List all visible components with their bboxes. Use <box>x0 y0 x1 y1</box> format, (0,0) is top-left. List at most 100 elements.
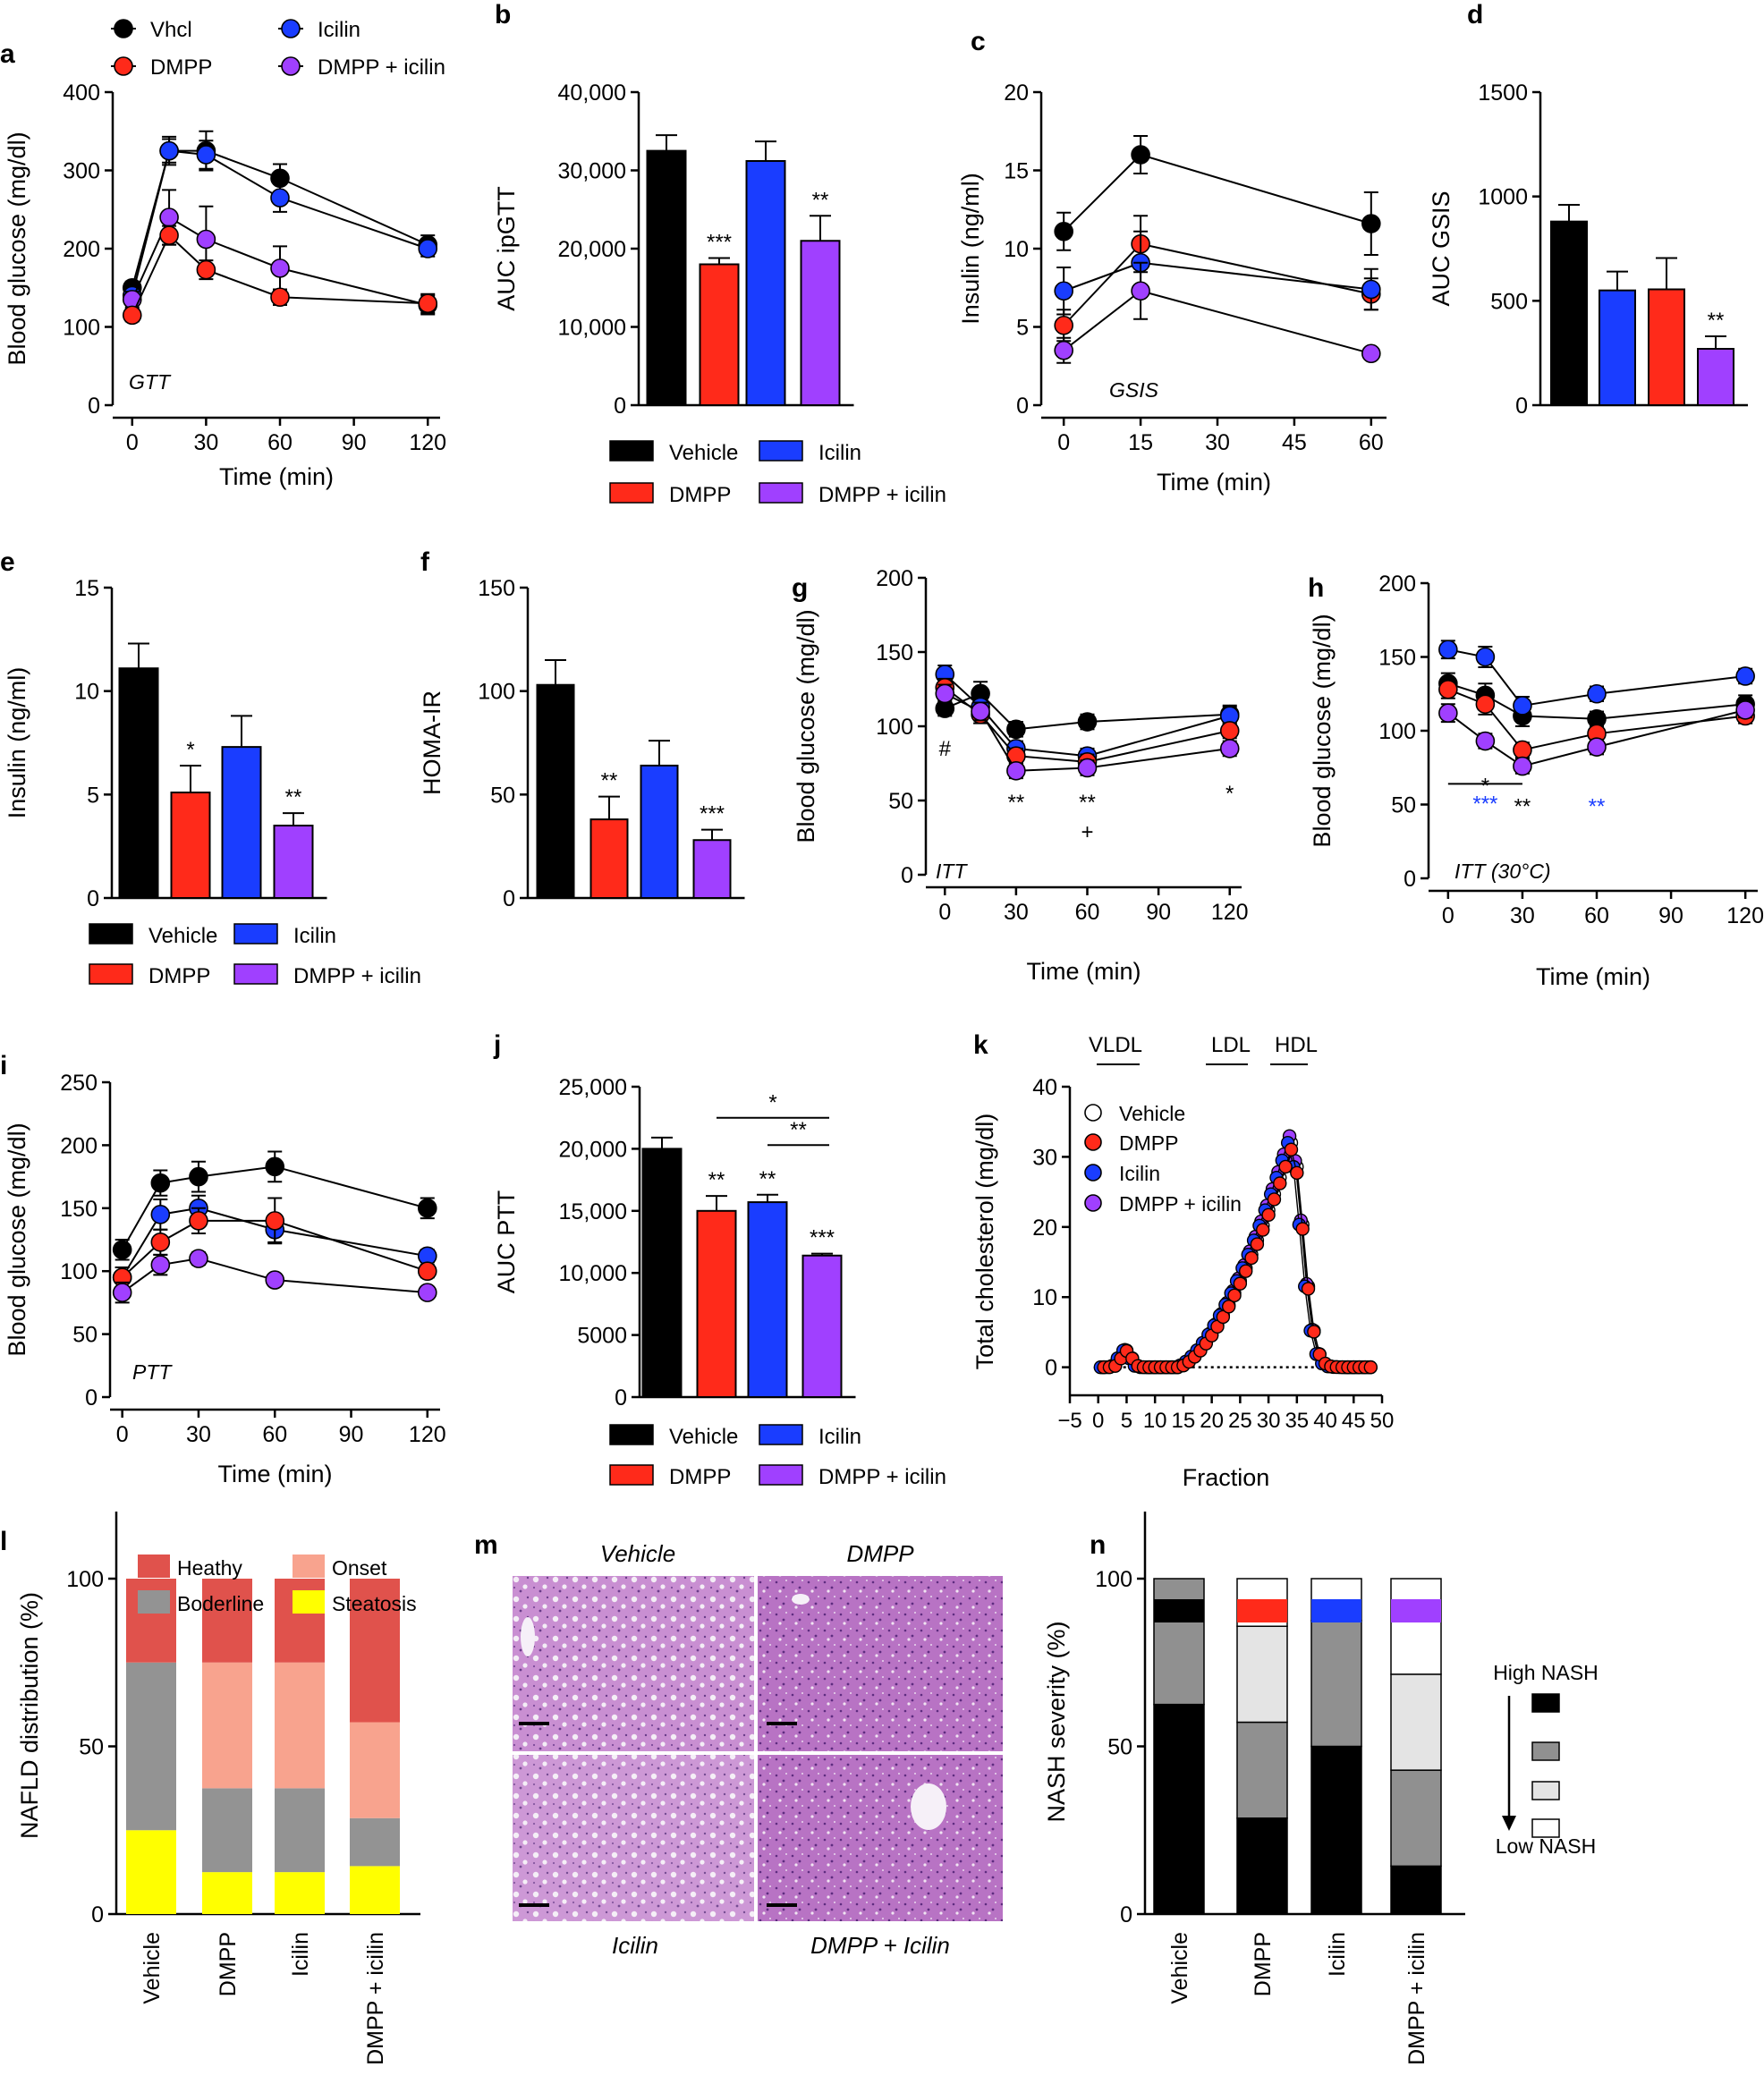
x-tick-label: 60 <box>1584 903 1609 928</box>
legend-label: DMPP <box>669 483 731 507</box>
y-tick-label: 150 <box>1378 646 1416 671</box>
y-tick-label: 1000 <box>1478 185 1528 210</box>
stack-segment <box>1390 1769 1442 1868</box>
significance-mark: ** <box>1008 791 1025 815</box>
legend-label: DMPP <box>150 55 212 80</box>
y-tick-label: 50 <box>1107 1735 1132 1760</box>
legend-marker <box>1084 1164 1102 1182</box>
data-point <box>1301 1282 1316 1296</box>
legend-label: DMPP + icilin <box>1119 1192 1242 1216</box>
significance-mark: *** <box>707 231 732 255</box>
histology-caption-dmpp-icilin: DMPP + Icilin <box>810 1932 950 1959</box>
bar-icilin <box>745 160 786 406</box>
data-point <box>1077 758 1098 778</box>
panel-label-f: f <box>420 547 430 577</box>
data-point <box>1587 683 1607 704</box>
group-color-key <box>1154 1599 1204 1622</box>
y-tick-label: 50 <box>490 783 515 808</box>
y-axis-label: NASH severity (%) <box>1043 1621 1070 1822</box>
x-tick-label: 0 <box>1442 903 1454 928</box>
data-point <box>1513 696 1532 716</box>
category-label: Icilin <box>1325 1932 1350 1977</box>
x-tick-label: 90 <box>342 430 367 455</box>
significance-mark: ** <box>1514 795 1531 819</box>
y-tick-label: 0 <box>1120 1902 1132 1927</box>
y-tick-label: 200 <box>63 237 100 262</box>
stack-segment-steatosis <box>202 1872 252 1914</box>
x-tick-label: 60 <box>267 430 293 455</box>
y-tick-label: 10,000 <box>559 1261 627 1286</box>
bar-dmpp <box>1648 288 1685 406</box>
data-point <box>1278 1159 1293 1174</box>
bar-vehicle <box>1550 220 1588 406</box>
stack-segment <box>1390 1578 1442 1675</box>
y-tick-label: 0 <box>1515 394 1528 419</box>
legend-marker <box>1084 1133 1102 1151</box>
histology-image-dmpp-icilin <box>758 1755 1003 1921</box>
data-point <box>1475 731 1496 751</box>
panel-label-i: i <box>0 1051 7 1080</box>
data-point <box>1256 1223 1270 1237</box>
panel-label-j: j <box>493 1030 501 1060</box>
severity-swatch <box>1531 1781 1560 1800</box>
data-point <box>122 305 142 326</box>
bar-dmpp-icilin <box>692 839 732 900</box>
data-point <box>150 1173 171 1193</box>
legend-swatch <box>89 963 133 985</box>
y-tick-label: 10,000 <box>558 316 626 341</box>
data-point <box>159 225 179 245</box>
panel-l: l 0 50 100 NAFLD distribution (%) Vehicle DMPP… <box>0 1512 420 2065</box>
y-tick-label: 0 <box>901 863 913 888</box>
data-point <box>1227 1288 1242 1303</box>
category-label: DMPP + icilin <box>1404 1932 1429 2065</box>
data-point <box>1233 1276 1248 1291</box>
data-point <box>1438 640 1458 660</box>
data-point <box>159 140 179 161</box>
legend-swatch <box>89 923 133 945</box>
y-axis-label: Insulin (ng/ml) <box>4 667 30 819</box>
x-tick-label: 45 <box>1342 1409 1366 1433</box>
region-label: HDL <box>1275 1033 1318 1057</box>
legend-swatch <box>759 1424 803 1445</box>
data-point <box>1295 1222 1310 1236</box>
stack-segment-healthy <box>350 1579 400 1723</box>
panel-a: a 0 100 200 300 400 0 30 60 90 120 Time (min) Blood … <box>0 39 446 490</box>
stack-segment-steatosis <box>126 1830 176 1914</box>
data-point <box>1475 694 1496 715</box>
data-point <box>1216 1309 1231 1325</box>
data-point <box>265 1156 285 1177</box>
data-point <box>265 1211 285 1231</box>
y-tick-label: 40 <box>1032 1075 1057 1100</box>
histology-image-icilin <box>513 1755 754 1921</box>
stack-segment <box>1310 1745 1362 1915</box>
bar-dmpp <box>170 792 211 900</box>
data-point <box>112 1283 132 1302</box>
legend-label: Heathy <box>177 1556 242 1580</box>
y-tick-label: 15 <box>74 576 99 601</box>
scale-label-high: High NASH <box>1493 1661 1599 1684</box>
panel-h: h 0 50 100 150 200 0 30 60 90 120 Time (min) Blood g… <box>1308 572 1764 990</box>
legend-swatch <box>233 923 278 945</box>
x-tick-label: 0 <box>938 900 951 925</box>
x-tick-label: 90 <box>1658 903 1683 928</box>
y-tick-label: 1500 <box>1478 80 1528 106</box>
y-tick-label: 5000 <box>577 1324 627 1349</box>
data-point <box>1006 760 1026 781</box>
legend-swatch <box>138 1590 170 1614</box>
legend-swatch <box>759 482 803 504</box>
bar-dmpp-icilin <box>273 825 314 899</box>
x-axis-label: Time (min) <box>1157 469 1271 496</box>
data-point <box>112 1240 132 1260</box>
group-color-key <box>1391 1599 1441 1622</box>
data-point <box>417 1261 437 1281</box>
y-tick-label: 0 <box>1016 394 1029 419</box>
data-point <box>150 1205 171 1224</box>
significance-mark: ** <box>1079 791 1096 815</box>
panel-label-n: n <box>1090 1530 1106 1560</box>
y-tick-label: 40,000 <box>558 80 626 106</box>
y-axis-label: HOMA-IR <box>419 690 445 795</box>
scale-bar <box>767 1722 797 1725</box>
panel-label-k: k <box>973 1030 988 1060</box>
